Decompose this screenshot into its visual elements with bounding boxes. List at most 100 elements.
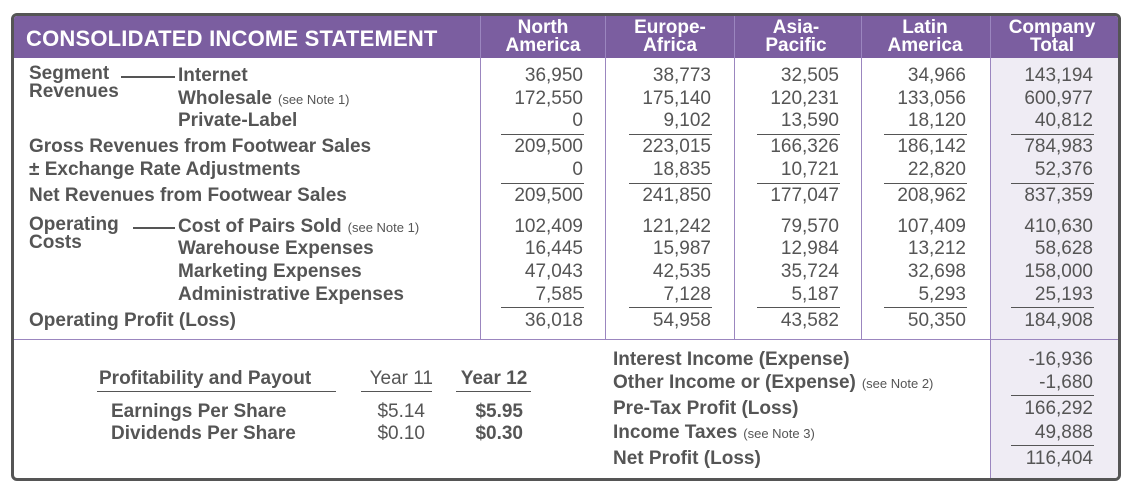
income-statement: CONSOLIDATED INCOME STATEMENT North Ameri…: [11, 13, 1121, 481]
bottom-label-text: Interest Income (Expense): [613, 349, 850, 370]
row-label: Cost of Pairs Sold (see Note 1): [178, 216, 419, 239]
row-label-text: Marketing Expenses: [178, 261, 362, 282]
column-header: Asia- Pacific: [736, 17, 856, 55]
column-header-line: Company: [1008, 17, 1096, 38]
section-divider: [14, 339, 1118, 340]
cell-value: 58,628: [1034, 238, 1093, 259]
cell-value: 36,018: [524, 310, 583, 331]
cell-value: 133,056: [897, 88, 966, 109]
column-header-line: Asia-: [772, 17, 820, 38]
row-label: Net Revenues from Footwear Sales: [29, 185, 347, 207]
column-header: Europe- Africa: [610, 17, 730, 56]
bottom-value: -16,936: [1028, 349, 1093, 370]
cell-value: 9,102: [663, 110, 711, 131]
cell-value: 16,445: [524, 238, 583, 259]
note-reference: (see Note 2): [861, 376, 934, 391]
sum-rule: [1011, 183, 1094, 184]
note-reference: (see Note 3): [743, 426, 815, 441]
cell-value: 121,242: [642, 216, 711, 237]
cell-value: 184,908: [1024, 310, 1093, 331]
cell-value: 54,958: [652, 310, 711, 331]
cell-value: 209,500: [514, 185, 583, 206]
row-label-text: Administrative Expenses: [178, 284, 404, 305]
column-header: Company Total: [992, 17, 1112, 55]
cell-value: 102,409: [514, 216, 583, 237]
cell-value: 13,212: [907, 238, 966, 259]
bottom-label-text: Pre-Tax Profit (Loss): [613, 398, 799, 419]
cell-value: 186,142: [897, 136, 966, 157]
column-header: North America: [483, 18, 603, 55]
row-label-text: Private-Label: [178, 110, 298, 131]
cell-value: 0: [572, 159, 583, 180]
cell-value: 18,835: [652, 159, 711, 180]
cell-value: 22,820: [907, 159, 966, 180]
cell-value: 223,015: [642, 136, 711, 157]
sum-rule: [1011, 134, 1094, 135]
sum-rule: [884, 307, 967, 308]
column-header-line: America: [887, 35, 963, 56]
group-label: Revenues: [29, 81, 119, 102]
row-label-text: ± Exchange Rate Adjustments: [29, 159, 301, 180]
sum-rule: [884, 134, 967, 135]
sum-rule: [629, 134, 712, 135]
row-label-text: Cost of Pairs Sold: [178, 216, 342, 237]
cell-value: 241,850: [642, 185, 711, 206]
cell-value: 177,047: [770, 185, 839, 206]
cell-value: 50,350: [907, 310, 966, 331]
header-rule: [97, 391, 336, 392]
sum-rule: [757, 134, 840, 135]
bottom-label-text: Net Profit (Loss): [613, 448, 761, 469]
row-label: Private-Label: [178, 110, 297, 132]
row-label-text: Gross Revenues from Footwear Sales: [29, 136, 372, 157]
cell-value: 15,987: [652, 238, 711, 259]
cell-value: 0: [572, 110, 583, 131]
bottom-label: Other Income or (Expense) (see Note 2): [613, 372, 933, 395]
cell-value: 18,120: [907, 110, 966, 131]
cell-value: 175,140: [642, 88, 711, 109]
column-header-line: Latin: [902, 17, 948, 38]
row-label-text: Warehouse Expenses: [178, 238, 374, 259]
payout-label: Dividends Per Share: [111, 423, 296, 444]
payout-label: Earnings Per Share: [111, 401, 287, 422]
row-label: Internet: [178, 65, 248, 87]
cell-value: 12,984: [780, 238, 839, 259]
year11-value: $5.14: [377, 401, 425, 422]
cell-value: 5,187: [791, 284, 839, 305]
row-label-text: Operating Profit (Loss): [29, 310, 236, 331]
connector-line: [121, 76, 175, 78]
header-bar: [14, 16, 1118, 58]
column-separator: [480, 16, 481, 340]
row-label-text: Net Revenues from Footwear Sales: [29, 185, 347, 206]
year11-value: $0.10: [377, 423, 425, 444]
sum-rule: [757, 183, 840, 184]
sum-rule: [884, 183, 967, 184]
cell-value: 36,950: [524, 65, 583, 86]
header-rule: [361, 391, 432, 392]
column-header-line: Africa: [643, 35, 697, 56]
bottom-label-text: Income Taxes: [613, 422, 738, 443]
column-separator: [861, 16, 862, 340]
group-label: Operating: [29, 214, 119, 235]
total-column-background: [990, 58, 1118, 478]
sum-rule: [629, 183, 712, 184]
row-label: Administrative Expenses: [178, 284, 404, 306]
sum-rule: [501, 134, 584, 135]
cell-value: 25,193: [1034, 284, 1093, 305]
sum-rule: [629, 307, 712, 308]
cell-value: 209,500: [514, 136, 583, 157]
bottom-label: Income Taxes (see Note 3): [613, 422, 815, 445]
row-label: Operating Profit (Loss): [29, 310, 236, 332]
cell-value: 837,359: [1024, 185, 1093, 206]
bottom-value: 116,404: [1025, 448, 1093, 469]
note-reference: (see Note 1): [277, 92, 350, 107]
cell-value: 32,698: [907, 261, 966, 282]
cell-value: 7,128: [663, 284, 711, 305]
group-label: Costs: [29, 232, 82, 253]
payout-header: Profitability and Payout: [99, 368, 312, 389]
group-label: Segment: [29, 63, 110, 84]
cell-value: 784,983: [1024, 136, 1093, 157]
column-header-line: Europe-: [634, 17, 706, 38]
sum-rule: [501, 307, 584, 308]
header-rule: [456, 391, 531, 392]
column-header: Latin America: [865, 17, 985, 56]
